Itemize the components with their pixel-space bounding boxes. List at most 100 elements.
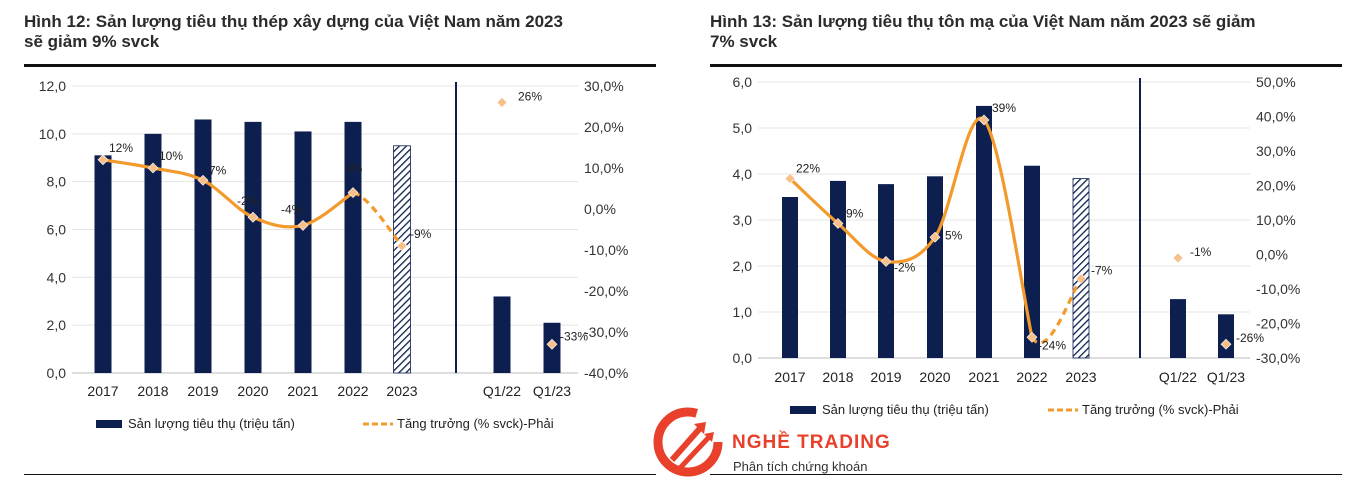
chart-2-left-tick-label: 2,0 xyxy=(733,258,753,274)
chart-1-left-tick-label: 6,0 xyxy=(47,222,67,238)
chart-2-growth-label: 9% xyxy=(846,206,864,220)
chart-2-bar-2023 xyxy=(1072,178,1090,359)
chart-2-right-tick-label: 10,0% xyxy=(1256,212,1296,228)
chart-1-growth-label: -2% xyxy=(237,194,259,208)
chart-1-growth-line-forecast xyxy=(352,191,404,247)
chart-1-title-line-1: Hình 12: Sản lượng tiêu thụ thép xây dựn… xyxy=(24,12,563,31)
chart-2-left-tick-label: 5,0 xyxy=(733,120,753,136)
chart-2-category-label: 2020 xyxy=(919,369,950,385)
chart-1-bar-2023 xyxy=(393,145,411,374)
chart-1-category-label: Q1/22 xyxy=(483,383,521,399)
chart-1-bottom-rule xyxy=(24,474,656,475)
chart-2-right-tick-label: -30,0% xyxy=(1256,350,1300,366)
chart-2-bar-2020 xyxy=(927,176,943,358)
chart-2-category-label: 2018 xyxy=(822,369,853,385)
chart-2-category-label: 2022 xyxy=(1016,369,1047,385)
chart-2-growth-marker xyxy=(1026,331,1038,343)
chart-1-growth-marker xyxy=(496,96,508,108)
chart-2-bar-2017 xyxy=(782,197,798,358)
chart-2-title-line-2: 7% svck xyxy=(710,32,778,51)
chart-2-legend-line-label: Tăng trưởng (% svck)-Phải xyxy=(1082,402,1239,417)
chart-1-growth-label: -9% xyxy=(410,227,432,241)
chart-2-bar-2018 xyxy=(830,180,846,358)
chart-2-right-tick-label: -10,0% xyxy=(1256,281,1300,297)
brand-tagline: Phân tích chứng khoán xyxy=(733,459,868,474)
chart-1-bar-Q1-22 xyxy=(493,296,511,373)
chart-1-bar-2021 xyxy=(294,131,312,373)
chart-2-left-tick-label: 3,0 xyxy=(733,212,753,228)
chart-2-top-rule xyxy=(710,64,1342,67)
chart-2-right-tick-label: -20,0% xyxy=(1256,316,1300,332)
chart-2-growth-marker xyxy=(1220,338,1232,350)
chart-2-bar-2021 xyxy=(976,105,992,358)
chart-1-right-tick-label: -40,0% xyxy=(584,365,628,381)
chart-2-plot: 0,0 1,0 2,0 3,0 4,0 5,0 6,0 -30,0% -20,0% -10,0% 0… xyxy=(733,74,1301,417)
chart-2-right-tick-label: 0,0% xyxy=(1256,247,1288,263)
chart-1-legend-bar-label: Sản lượng tiêu thụ (triệu tấn) xyxy=(128,416,295,431)
chart-1-bar-2019 xyxy=(194,119,212,373)
chart-2-growth-marker xyxy=(832,218,844,229)
chart-1-growth-marker xyxy=(147,162,159,174)
chart-2-growth-marker xyxy=(929,231,941,243)
chart-2-legend-bar-swatch xyxy=(790,406,816,414)
chart-2-category-label: 2021 xyxy=(968,369,999,385)
chart-2-category-label: 2019 xyxy=(870,369,901,385)
chart-1-left-tick-label: 12,0 xyxy=(39,78,66,94)
chart-1-right-tick-label: 20,0% xyxy=(584,119,624,135)
chart-2-growth-label: -1% xyxy=(1190,245,1212,259)
chart-1-right-tick-label: 0,0% xyxy=(584,201,616,217)
chart-1-growth-label: 10% xyxy=(159,149,183,163)
chart-2-left-tick-label: 6,0 xyxy=(733,74,753,90)
chart-1-legend-line-label: Tăng trưởng (% svck)-Phải xyxy=(397,416,554,431)
chart-1-growth-marker xyxy=(197,174,209,186)
chart-1-category-label: 2018 xyxy=(137,383,168,399)
chart-2-growth-line xyxy=(788,116,1034,338)
chart-2-growth-marker xyxy=(978,114,990,126)
chart-1-growth-marker xyxy=(97,154,109,166)
chart-1-category-label: 2017 xyxy=(87,383,118,399)
chart-2-title: Hình 13: Sản lượng tiêu thụ tôn mạ của V… xyxy=(710,12,1256,52)
brand-name: NGHỀ TRADING xyxy=(732,432,891,453)
chart-2-bar-2019 xyxy=(878,184,894,358)
chart-1-top-rule xyxy=(24,64,656,67)
chart-1-left-tick-label: 4,0 xyxy=(47,269,67,285)
chart-1-bar-2020 xyxy=(244,121,262,373)
chart-2-right-tick-label: 50,0% xyxy=(1256,74,1296,90)
chart-1-category-label: 2022 xyxy=(337,383,368,399)
chart-1-growth-label: -4% xyxy=(281,202,303,216)
chart-1-growth-line xyxy=(102,158,354,229)
chart-1-right-tick-label: 10,0% xyxy=(584,160,624,176)
chart-2-bar-Q1-22 xyxy=(1170,299,1186,358)
chart-1-growth-marker xyxy=(546,338,558,350)
chart-2-left-tick-label: 4,0 xyxy=(733,166,753,182)
chart-1-right-tick-label: -30,0% xyxy=(584,324,628,340)
chart-2-growth-label: -24% xyxy=(1038,338,1066,352)
chart-2-growth-marker xyxy=(1075,273,1087,285)
chart-1-growth-label: -33% xyxy=(560,329,588,343)
chart-2-left-tick-label: 0,0 xyxy=(733,350,753,366)
chart-2-category-label: Q1/23 xyxy=(1207,369,1245,385)
chart-1-left-tick-label: 0,0 xyxy=(47,365,67,381)
chart-1-category-label: 2021 xyxy=(287,383,318,399)
chart-2-bottom-rule xyxy=(710,474,1342,475)
chart-1-category-label: 2020 xyxy=(237,383,268,399)
chart-2-growth-label: 22% xyxy=(796,162,820,176)
chart-1-right-tick-label: -20,0% xyxy=(584,283,628,299)
chart-1-category-label: 2019 xyxy=(187,383,218,399)
chart-1-growth-marker xyxy=(347,187,359,199)
chart-1-bar-2022 xyxy=(344,121,362,373)
chart-1-legend-bar-swatch xyxy=(96,420,122,428)
chart-2-growth-label: 39% xyxy=(992,101,1016,115)
chart-2-growth-label: -26% xyxy=(1236,331,1264,345)
chart-2-growth-label: 5% xyxy=(945,228,963,242)
chart-1-plot: 0,0 2,0 4,0 6,0 8,0 10,0 12,0 -40,0% -30,0% -20,0… xyxy=(39,78,629,431)
chart-2-growth-label: -7% xyxy=(1091,264,1113,278)
chart-2-growth-label: -2% xyxy=(894,260,916,274)
chart-1-bar-2017 xyxy=(94,155,112,373)
chart-1-growth-label: 26% xyxy=(518,89,542,103)
chart-1-title: Hình 12: Sản lượng tiêu thụ thép xây dựn… xyxy=(24,12,563,52)
chart-1-left-tick-label: 10,0 xyxy=(39,126,66,142)
chart-2-category-label: Q1/22 xyxy=(1159,369,1197,385)
chart-1-right-tick-label: 30,0% xyxy=(584,78,624,94)
